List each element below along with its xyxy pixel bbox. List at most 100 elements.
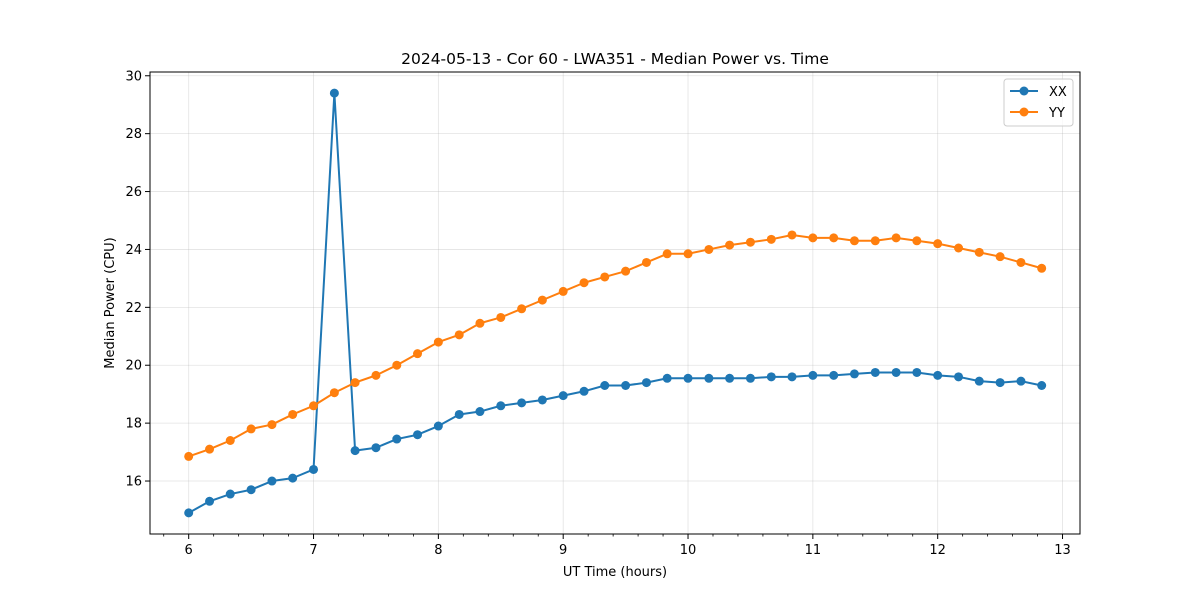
data-point-yy	[537, 295, 547, 305]
data-point-xx	[912, 367, 922, 377]
data-point-yy	[309, 401, 319, 411]
data-point-xx	[309, 464, 319, 474]
data-point-yy	[725, 240, 735, 250]
data-point-xx	[808, 370, 818, 380]
data-point-yy	[995, 252, 1005, 262]
y-tick-label: 24	[125, 243, 142, 258]
data-point-xx	[870, 367, 880, 377]
data-point-yy	[288, 409, 298, 419]
data-point-xx	[496, 401, 506, 411]
x-axis: 6 7 8 9 10 11 12 13	[163, 534, 1071, 558]
data-point-xx	[579, 386, 589, 396]
data-point-yy	[870, 236, 880, 246]
x-tick-label: 9	[559, 543, 567, 558]
x-tick-label: 7	[309, 543, 317, 558]
data-point-yy	[912, 236, 922, 246]
data-point-yy	[1016, 257, 1026, 267]
data-point-xx	[662, 373, 672, 383]
y-axis: 16 18 20 22 24 26 28 30	[125, 69, 150, 490]
data-point-xx	[371, 443, 381, 453]
data-point-xx	[225, 489, 235, 499]
data-point-xx	[267, 476, 277, 486]
data-point-yy	[641, 257, 651, 267]
data-point-yy	[954, 243, 964, 253]
data-point-yy	[808, 233, 818, 243]
data-point-xx	[621, 381, 631, 390]
y-tick-label: 28	[125, 127, 142, 142]
data-point-yy	[600, 272, 610, 282]
data-point-yy	[704, 244, 714, 254]
data-point-yy	[787, 230, 797, 240]
data-point-yy	[329, 388, 339, 398]
data-point-xx	[1016, 376, 1026, 386]
data-point-xx	[392, 434, 402, 444]
data-point-yy	[517, 304, 527, 314]
data-point-yy	[225, 436, 235, 445]
data-point-yy	[766, 234, 776, 244]
data-point-xx	[184, 508, 194, 518]
series-layer	[184, 88, 1047, 518]
data-point-xx	[329, 88, 339, 98]
data-point-xx	[787, 372, 797, 382]
data-point-xx	[683, 373, 693, 383]
data-point-xx	[704, 373, 714, 383]
data-point-xx	[246, 485, 256, 495]
data-point-xx	[829, 370, 839, 380]
data-point-yy	[246, 424, 256, 434]
y-axis-label: Median Power (CPU)	[103, 237, 118, 368]
data-point-xx	[205, 496, 215, 506]
y-tick-label: 26	[125, 185, 142, 200]
plot-area-frame	[149, 71, 1081, 535]
data-point-xx	[288, 473, 298, 483]
data-point-yy	[933, 239, 943, 249]
data-point-yy	[184, 451, 194, 461]
data-point-yy	[205, 444, 215, 454]
data-point-xx	[413, 430, 423, 440]
data-point-xx	[517, 398, 527, 408]
legend-marker-yy	[1019, 107, 1029, 117]
data-point-yy	[475, 318, 485, 328]
data-point-xx	[350, 446, 360, 456]
data-point-xx	[725, 373, 735, 383]
data-point-xx	[891, 367, 901, 377]
legend: XX YY	[1003, 78, 1074, 127]
data-point-xx	[600, 381, 610, 390]
data-point-yy	[413, 349, 423, 359]
legend-marker-xx	[1019, 86, 1029, 96]
y-tick-label: 18	[125, 417, 142, 432]
legend-entry-xx: XX	[1010, 85, 1067, 100]
x-tick-label: 13	[1054, 543, 1071, 558]
data-point-yy	[849, 236, 859, 246]
legend-entry-yy: YY	[1010, 106, 1065, 121]
data-point-yy	[579, 278, 589, 288]
data-point-xx	[1037, 381, 1047, 390]
series-xx	[184, 88, 1047, 518]
data-point-xx	[537, 395, 547, 405]
data-point-yy	[392, 360, 402, 370]
y-tick-label: 30	[125, 69, 142, 84]
data-point-yy	[745, 237, 755, 247]
data-point-yy	[267, 420, 277, 430]
data-point-xx	[974, 376, 984, 386]
data-point-yy	[662, 249, 672, 259]
data-point-xx	[558, 391, 568, 401]
data-point-xx	[933, 370, 943, 380]
data-point-xx	[641, 378, 651, 388]
x-tick-label: 6	[185, 543, 193, 558]
data-point-yy	[974, 247, 984, 257]
legend-label-yy: YY	[1048, 106, 1065, 121]
x-axis-label: UT Time (hours)	[563, 565, 667, 580]
data-point-yy	[683, 249, 693, 259]
data-point-yy	[621, 266, 631, 276]
x-tick-label: 12	[929, 543, 946, 558]
data-point-xx	[745, 373, 755, 383]
data-point-yy	[433, 337, 443, 347]
data-point-xx	[433, 421, 443, 431]
data-point-yy	[350, 378, 360, 388]
y-tick-label: 22	[125, 301, 142, 316]
data-point-xx	[849, 369, 859, 379]
y-tick-label: 20	[125, 359, 142, 374]
